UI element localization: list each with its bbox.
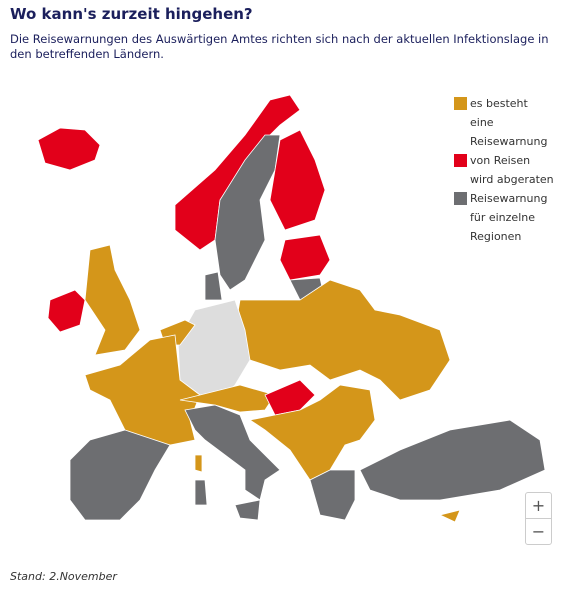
eastern-europe (234, 279, 451, 401)
zoom-out[interactable]: − (526, 518, 551, 544)
map (37, 94, 546, 523)
baltics (279, 234, 331, 281)
germany (177, 299, 251, 396)
iceland (37, 127, 101, 171)
subtitle: Die Reisewarnungen des Auswärtigen Amtes… (10, 32, 549, 61)
legend-label: es besteht eine Reisewarnung (470, 97, 548, 148)
countries (37, 94, 546, 523)
footer: Stand: 2.November (10, 570, 117, 583)
legend-swatch (454, 192, 467, 205)
sicily (234, 499, 261, 521)
balkans (248, 384, 376, 481)
sardinia (194, 479, 208, 506)
legend-label: von Reisen wird abgeraten (470, 154, 554, 186)
hungary (264, 379, 316, 416)
finland (269, 129, 326, 231)
legend: es besteht eine Reisewarnung von Reisen w… (450, 90, 566, 250)
legend-item: von Reisen wird abgeraten (454, 151, 562, 189)
zoom-in[interactable]: + (531, 496, 546, 515)
cyprus (438, 509, 461, 523)
legend-item: es besteht eine Reisewarnung (454, 94, 562, 151)
denmark (204, 271, 223, 301)
corsica (194, 454, 203, 473)
legend-item: Reisewarnung für einzelne Regionen (454, 189, 562, 246)
legend-swatch (454, 154, 467, 167)
greece (309, 469, 356, 521)
legend-label: Reisewarnung für einzelne Regionen (470, 192, 548, 243)
iberia (69, 429, 171, 521)
ireland (47, 289, 86, 333)
sweden (214, 134, 281, 291)
zoom-control: + − (525, 492, 552, 545)
title: Wo kann's zurzeit hingehen? (10, 5, 253, 23)
france (84, 334, 201, 446)
legend-swatch (454, 97, 467, 110)
uk (84, 244, 141, 356)
turkey (359, 419, 546, 501)
